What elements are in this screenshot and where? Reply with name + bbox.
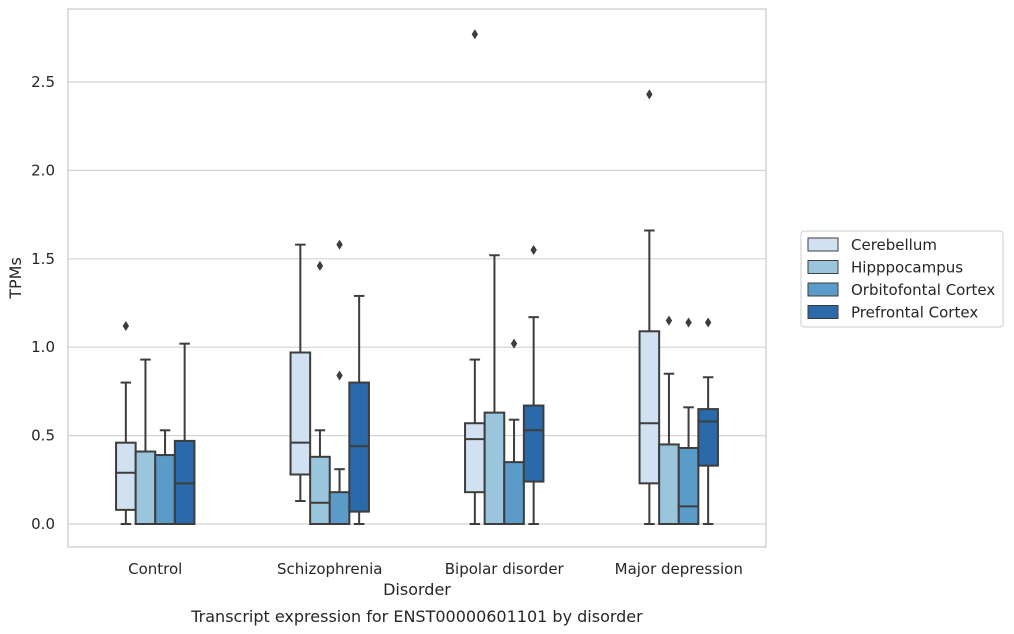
legend-swatch: [807, 237, 839, 252]
box-group: [522, 244, 545, 525]
outlier-point: [336, 239, 343, 250]
outlier-point: [646, 89, 653, 100]
x-tick-label: Control: [128, 560, 182, 578]
outlier-point: [704, 317, 712, 328]
box: [522, 404, 545, 483]
box: [134, 450, 157, 525]
outlier-point: [510, 338, 518, 349]
x-tick-label: Major depression: [615, 560, 743, 578]
x-tick-labels: Control Schizophrenia Bipolar disorder Majo…: [128, 560, 743, 578]
outlier-point: [530, 244, 537, 255]
x-tick-label: Bipolar disorder: [445, 560, 565, 578]
box: [658, 443, 680, 525]
y-tick-label: 1.5: [31, 250, 55, 268]
legend-swatch: [807, 260, 839, 274]
box-group: [348, 294, 370, 525]
box: [309, 455, 331, 526]
y-tick-label: 0.5: [31, 427, 55, 445]
box-group: [154, 429, 176, 526]
y-tick-label: 0.0: [31, 515, 55, 533]
box-group: [638, 89, 661, 525]
box: [154, 454, 176, 526]
legend-label: Hipppocampus: [851, 259, 963, 277]
x-tick-label: Schizophrenia: [277, 560, 382, 578]
y-tick-label: 2.5: [31, 73, 55, 91]
outlier-point: [122, 320, 130, 331]
box-group: [503, 338, 525, 525]
outlier-point: [665, 315, 673, 326]
legend-item: Hipppocampus: [807, 259, 963, 277]
box: [115, 441, 137, 511]
outlier-point: [685, 317, 692, 328]
box-group: [115, 320, 137, 525]
box: [483, 411, 506, 525]
outlier-point: [336, 370, 343, 381]
boxes: [115, 29, 719, 526]
outlier-point: [471, 29, 479, 40]
box-group: [677, 317, 700, 526]
box: [503, 461, 525, 525]
box-group: [134, 358, 157, 525]
box: [638, 330, 661, 485]
box-group: [309, 260, 331, 526]
box: [697, 408, 719, 467]
box: [677, 446, 700, 526]
box: [464, 422, 486, 494]
legend-swatch: [807, 282, 839, 297]
legend-label: Cerebellum: [851, 236, 937, 254]
legend-frame: [800, 230, 1004, 328]
legend-swatch: [807, 305, 839, 319]
y-tick-labels: 0.0 0.5 1.0 1.5 2.0 2.5: [31, 73, 55, 533]
x-axis-label: Disorder: [383, 580, 451, 599]
y-tick-label: 1.0: [31, 338, 55, 356]
legend-item: Prefrontal Cortex: [807, 304, 978, 322]
y-tick-label: 2.0: [31, 161, 55, 179]
legend-label: Orbitofontal Cortex: [851, 281, 995, 299]
box-group: [173, 342, 196, 525]
box: [289, 351, 312, 476]
box-group: [483, 254, 506, 525]
legend-item: Orbitofontal Cortex: [807, 281, 995, 299]
box-group: [697, 317, 719, 525]
chart-caption: Transcript expression for ENST0000060110…: [190, 607, 643, 626]
box-group: [464, 29, 486, 525]
outlier-point: [316, 260, 324, 271]
legend-item: Cerebellum: [807, 236, 937, 254]
plot-frame: [67, 8, 767, 548]
legend-label: Prefrontal Cortex: [851, 304, 978, 322]
legend: Cerebellum Hipppocampus Orbitofontal Corte…: [800, 230, 1004, 328]
y-axis-label: TPMs: [6, 257, 25, 300]
box: [328, 491, 351, 525]
box-group: [328, 239, 351, 525]
box-group: [289, 243, 312, 503]
